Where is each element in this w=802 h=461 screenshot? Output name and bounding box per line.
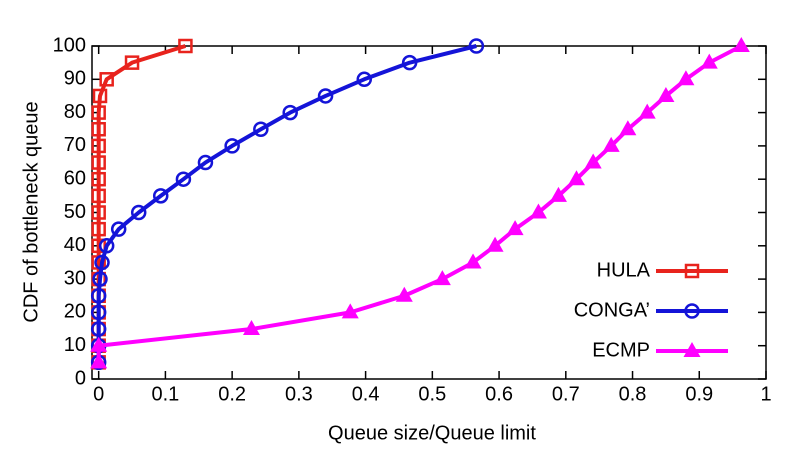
x-tick-label: 1: [760, 383, 771, 405]
y-tick-label: 20: [64, 301, 86, 323]
y-tick-label: 80: [64, 101, 86, 123]
legend-label: HULA: [597, 259, 651, 281]
x-axis-label: Queue size/Queue limit: [328, 422, 536, 444]
marker: [90, 321, 107, 337]
y-tick-label: 90: [64, 68, 86, 90]
marker: [91, 122, 106, 137]
marker: [175, 171, 192, 187]
y-axis-label: CDF of bottleneck queue: [20, 101, 42, 322]
marker: [124, 55, 140, 70]
y-tick-label: 50: [64, 201, 86, 223]
marker: [91, 171, 106, 187]
marker: [91, 105, 106, 120]
x-tick-label: 0.6: [485, 383, 513, 405]
marker: [92, 88, 108, 104]
series-line: [96, 44, 477, 363]
marker: [282, 104, 298, 121]
x-tick-label: 0.3: [285, 383, 313, 405]
marker: [91, 221, 106, 237]
marker: [549, 186, 567, 202]
marker: [197, 154, 214, 171]
marker: [619, 120, 637, 136]
marker: [91, 138, 106, 154]
marker: [242, 320, 260, 336]
marker: [94, 254, 110, 271]
marker: [224, 138, 240, 154]
marker: [178, 38, 193, 54]
x-tick-label: 0.4: [352, 383, 380, 405]
marker: [91, 155, 106, 170]
y-tick-label: 0: [75, 367, 86, 389]
x-tick-label: 0.9: [685, 383, 713, 405]
marker: [468, 38, 485, 54]
marker: [91, 188, 106, 204]
marker: [602, 136, 620, 152]
marker: [253, 121, 269, 137]
y-tick-label: 30: [64, 267, 86, 289]
marker: [317, 88, 334, 104]
marker: [684, 303, 700, 319]
marker: [567, 170, 585, 186]
marker: [584, 153, 602, 169]
marker: [356, 71, 373, 88]
marker: [91, 205, 106, 220]
marker: [529, 203, 547, 219]
marker: [464, 253, 482, 269]
x-tick-label: 0.8: [619, 383, 647, 405]
y-tick-label: 60: [64, 167, 86, 189]
marker: [341, 303, 359, 319]
marker: [657, 86, 675, 102]
y-tick-label: 100: [53, 34, 86, 56]
marker: [90, 304, 107, 321]
marker: [401, 54, 418, 71]
marker: [732, 37, 750, 52]
y-tick-label: 70: [64, 134, 86, 156]
marker: [395, 286, 413, 302]
marker: [90, 353, 108, 369]
marker: [433, 270, 451, 286]
legend-label: ECMP: [592, 339, 650, 361]
y-tick-label: 40: [64, 234, 86, 256]
marker: [130, 204, 147, 221]
marker: [110, 221, 127, 237]
x-tick-label: 0.5: [418, 383, 446, 405]
marker: [152, 188, 169, 204]
marker: [700, 53, 718, 69]
marker: [98, 238, 115, 254]
legend-label: CONGA’: [574, 299, 650, 321]
series-line: [96, 44, 187, 363]
marker: [92, 271, 108, 287]
y-tick-label: 10: [64, 334, 86, 356]
x-tick-label: 0.2: [218, 383, 246, 405]
marker: [90, 288, 107, 304]
marker: [677, 70, 695, 86]
x-tick-label: 0.1: [151, 383, 179, 405]
marker: [486, 236, 504, 252]
marker: [683, 342, 701, 357]
marker: [99, 72, 114, 87]
marker: [506, 220, 524, 236]
x-tick-label: 0: [93, 383, 104, 405]
x-tick-label: 0.7: [552, 383, 580, 405]
marker: [684, 263, 700, 279]
marker: [638, 103, 656, 119]
marker: [90, 336, 108, 352]
